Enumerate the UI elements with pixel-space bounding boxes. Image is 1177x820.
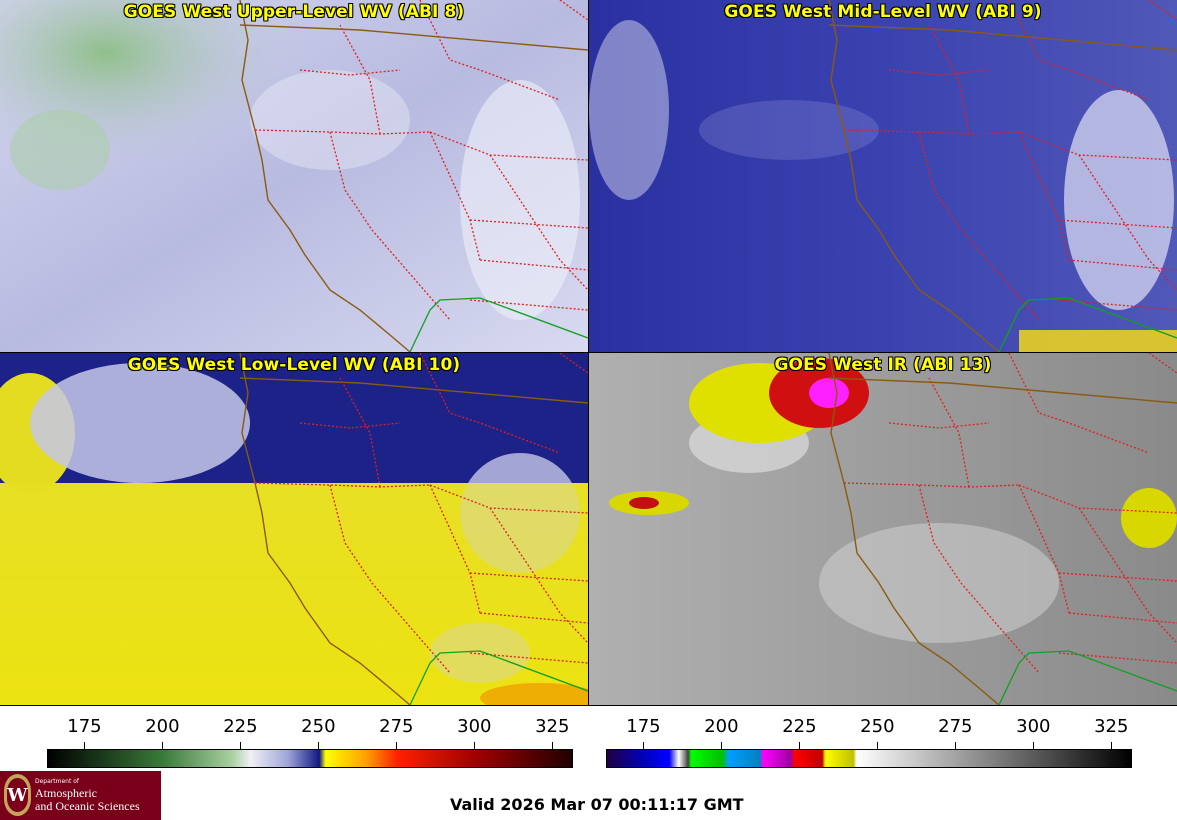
state-border [1148, 0, 1177, 21]
wv-colorbar-tick [396, 742, 398, 749]
ir-title: GOES West IR (ABI 13) [774, 355, 992, 375]
ir-colorbar-tick-label: 275 [938, 716, 973, 737]
wv-colorbar-tick-label: 250 [301, 716, 336, 737]
ir-colorbar-tick-label: 250 [860, 716, 895, 737]
state-border [254, 129, 431, 135]
canada-border [239, 377, 588, 404]
valid-time: Valid 2026 Mar 07 00:11:17 GMT [450, 795, 744, 814]
aos-logo: W Department of Atmospheric and Oceanic … [0, 771, 161, 820]
wv-colorbar-tick [162, 742, 164, 749]
wv-colorbar-tick [318, 742, 320, 749]
state-border [559, 353, 588, 374]
uw-seal-icon: W [4, 774, 31, 816]
coastline [828, 353, 1000, 705]
coastline [239, 353, 411, 705]
mexico-border [998, 297, 1177, 352]
wv-colorbar-tick [240, 742, 242, 749]
ir-colorbar-tick-label: 225 [782, 716, 817, 737]
upper-level-wv-image [0, 0, 588, 352]
state-border [559, 0, 588, 21]
state-border [299, 69, 401, 76]
wv-colorbar-gradient [47, 749, 573, 768]
ir-panel: GOES West IR (ABI 13) [589, 353, 1177, 705]
state-border [299, 422, 401, 429]
state-border [419, 0, 561, 101]
state-border [329, 131, 451, 321]
state-border [339, 377, 381, 488]
ir-colorbar-tick [721, 742, 723, 749]
state-border [928, 377, 970, 488]
state-border [1008, 0, 1150, 101]
ir-colorbar-tick [955, 742, 957, 749]
state-border [843, 482, 1020, 488]
coastline [239, 0, 411, 352]
wv-colorbar-tick [474, 742, 476, 749]
state-border [1008, 353, 1150, 454]
state-border [888, 422, 990, 429]
ir-colorbar-gradient [606, 749, 1132, 768]
canada-border [828, 24, 1177, 51]
ir-image [589, 353, 1177, 705]
panel-divider-bottom [0, 705, 1177, 706]
low-level-wv-panel: GOES West Low-Level WV (ABI 10) [0, 353, 588, 705]
wv-colorbar-tick [552, 742, 554, 749]
mid-level-wv-title: GOES West Mid-Level WV (ABI 9) [724, 2, 1042, 22]
upper-level-wv-panel: GOES West Upper-Level WV (ABI 8) [0, 0, 588, 352]
upper-level-wv-title: GOES West Upper-Level WV (ABI 8) [123, 2, 465, 22]
ir-colorbar-tick [799, 742, 801, 749]
ir-colorbar-tick-label: 175 [626, 716, 661, 737]
mexico-border [409, 297, 588, 352]
mid-level-wv-image [589, 0, 1177, 352]
state-border [339, 24, 381, 135]
panel-divider-vertical [588, 0, 589, 706]
state-border [928, 24, 970, 135]
logo-department: Department of [35, 778, 79, 785]
wv-colorbar-tick-label: 225 [223, 716, 258, 737]
state-border [1148, 353, 1177, 374]
state-border [419, 353, 561, 454]
state-border [918, 484, 1040, 674]
ir-colorbar-tick-label: 200 [704, 716, 739, 737]
canada-border [828, 377, 1177, 404]
canada-border [239, 24, 588, 51]
ir-colorbar-tick-label: 325 [1094, 716, 1129, 737]
low-level-wv-title: GOES West Low-Level WV (ABI 10) [127, 355, 461, 375]
wv-colorbar-tick-label: 275 [379, 716, 414, 737]
mid-level-wv-panel: GOES West Mid-Level WV (ABI 9) [589, 0, 1177, 352]
logo-line-1: Atmospheric [35, 786, 97, 800]
state-border [843, 129, 1020, 135]
wv-colorbar-tick-label: 175 [67, 716, 102, 737]
low-level-wv-image [0, 353, 588, 705]
wv-colorbar-tick [84, 742, 86, 749]
mexico-border [998, 650, 1177, 705]
coastline [828, 0, 1000, 352]
state-border [254, 482, 431, 488]
ir-colorbar-tick-label: 300 [1016, 716, 1051, 737]
ir-colorbar-tick [1033, 742, 1035, 749]
mexico-border [409, 650, 588, 705]
state-border [329, 484, 451, 674]
wv-colorbar-tick-label: 200 [145, 716, 180, 737]
logo-line-2: and Oceanic Sciences [35, 799, 140, 813]
ir-colorbar-tick [643, 742, 645, 749]
state-border [888, 69, 990, 76]
wv-colorbar-tick-label: 325 [535, 716, 570, 737]
ir-colorbar-tick [1111, 742, 1113, 749]
ir-colorbar-tick [877, 742, 879, 749]
state-border [918, 131, 1040, 321]
wv-colorbar-tick-label: 300 [457, 716, 492, 737]
panel-divider-horizontal [0, 352, 1177, 353]
